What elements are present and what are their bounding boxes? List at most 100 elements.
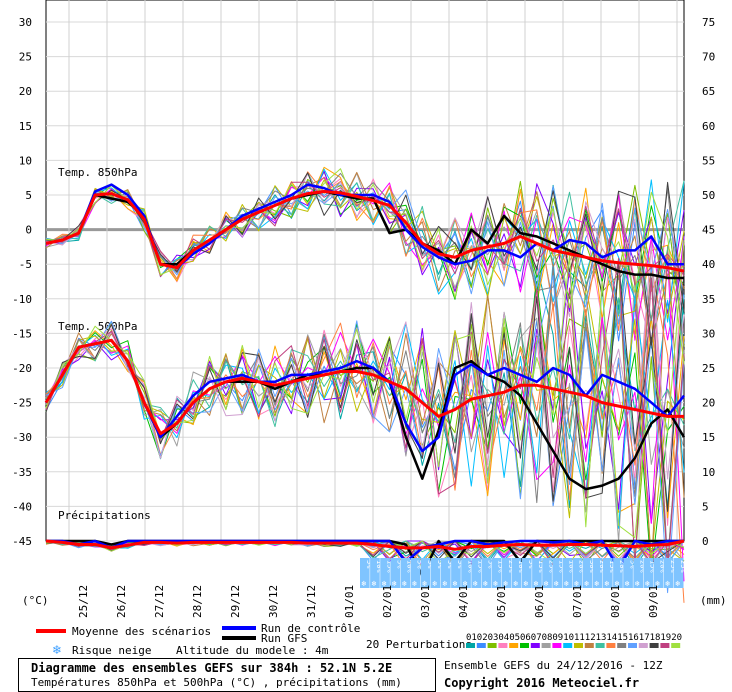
perturbation-swatch [498, 643, 508, 648]
snowflake-icon: ❄ [402, 580, 408, 588]
perturbation-number: 11 [574, 633, 585, 643]
snowflake-icon: ❄ [371, 580, 377, 588]
perturbation-swatch [487, 643, 497, 648]
legend: Moyenne des scénarios Run de contrôle Ru… [36, 622, 682, 657]
snowflake-icon: ❄ [523, 580, 529, 588]
footer-title: Diagramme des ensembles GEFS sur 384h : … [31, 661, 393, 675]
snow-risk-cell [613, 558, 623, 588]
left-tick-label: 5 [25, 189, 32, 202]
snow-risk-percent: 20% [578, 560, 586, 573]
snow-risk-cell [380, 558, 390, 588]
perturbation-number: 02 [477, 633, 488, 643]
snow-risk-percent: 20% [659, 560, 667, 573]
left-tick-label: -15 [12, 327, 32, 340]
legend-control-label: Run de contrôle [261, 622, 360, 635]
perturbation-number: 13 [596, 633, 607, 643]
snowflake-icon: ❄ [361, 580, 367, 588]
snow-risk-cell [491, 558, 502, 588]
right-unit: (mm) [700, 594, 727, 607]
snow-risk-percent: 5% [456, 560, 464, 569]
snow-risk-percent: 25% [679, 560, 687, 573]
t500-mean-line [44, 338, 684, 436]
right-tick-label: 30 [702, 327, 715, 340]
perturbation-swatch [671, 643, 681, 648]
snowflake-icon: ❄ [513, 580, 519, 588]
snow-risk-cell [643, 558, 654, 588]
snow-risk-percent: 15% [476, 560, 484, 573]
perturbation-swatch [649, 643, 659, 648]
perturbation-lines [45, 166, 685, 603]
perturbation-number: 09 [552, 633, 563, 643]
legend-perturbations-label: 20 Perturbations [366, 638, 472, 651]
legend-mean-label: Moyenne des scénarios [72, 625, 211, 638]
snowflake-icon: ❄ [543, 580, 549, 588]
date-tick-label: 04/01 [457, 585, 470, 618]
date-tick-label: 08/01 [609, 585, 622, 618]
perturbation-swatch [617, 643, 627, 648]
snow-risk-percent: 15% [497, 560, 505, 573]
date-tick-label: 30/12 [267, 585, 280, 618]
snowflake-icon: ❄ [472, 580, 478, 588]
date-tick-label: 01/01 [343, 585, 356, 618]
right-tick-label: 35 [702, 293, 715, 306]
snow-risk-cell [572, 558, 583, 588]
perturbation-number: 14 [606, 633, 617, 643]
perturbation-number: 08 [542, 633, 553, 643]
left-tick-label: -20 [12, 362, 32, 375]
perturbation-number: 04 [498, 633, 509, 643]
perturbation-swatch [574, 643, 583, 648]
snow-risk-cell [420, 558, 431, 588]
snow-risk-cell [410, 558, 421, 588]
snow-risk-cell [481, 558, 492, 588]
snow-risk-percent: 25% [669, 560, 677, 573]
perturbation-swatch [628, 643, 637, 648]
t850-mean-line [45, 190, 685, 273]
footer-run: Ensemble GEFS du 24/12/2016 - 12Z [444, 659, 663, 672]
date-tick-label: 26/12 [115, 585, 128, 618]
snow-risk-cell [400, 558, 411, 588]
left-tick-label: -45 [12, 535, 32, 548]
snow-risk-cell [471, 558, 481, 588]
left-tick-label: 10 [19, 154, 32, 167]
snowflake-icon: ❄ [493, 580, 499, 588]
snowflake-icon: ❄ [462, 580, 468, 588]
perturbation-swatch [520, 643, 529, 648]
snowflake-icon: ❄ [584, 580, 590, 588]
snowflake-icon: ❄ [675, 580, 681, 588]
snowflake-icon: ❄ [645, 580, 651, 588]
snowflake-icon: ❄ [422, 580, 428, 588]
snow-risk-cell [532, 558, 542, 588]
snow-risk-percent: 5% [487, 560, 495, 569]
snow-risk-cell [633, 558, 643, 588]
snowflake-icon: ❄ [665, 580, 671, 588]
perturbation-legend: 01 02 03 04 05 06 07 08 09 10 11 12 13 14 15 16 17 18 19 20 [466, 633, 682, 648]
snow-risk-percent: 20% [618, 560, 626, 573]
snowflake-icon: ❄ [52, 643, 62, 657]
perturbation-swatch [563, 643, 573, 648]
perturbation-number: 16 [628, 633, 639, 643]
footer-box: Diagramme des ensembles GEFS sur 384h : … [18, 658, 436, 692]
perturbation-number: 03 [488, 633, 499, 643]
perturbation-swatch [541, 643, 551, 648]
snow-risk-percent: 5% [426, 560, 434, 569]
snowflake-icon: ❄ [553, 580, 559, 588]
right-tick-label: 55 [702, 154, 715, 167]
snow-risk-cell [441, 558, 451, 588]
right-tick-label: 5 [702, 500, 709, 513]
snow-risk-cell [653, 558, 664, 588]
perturbation-number: 06 [520, 633, 531, 643]
perturbation-swatch [476, 643, 486, 648]
precip-mean-line [45, 539, 685, 551]
left-tick-label: -10 [12, 293, 32, 306]
perturbation-swatch [466, 643, 475, 648]
main-series [44, 183, 686, 577]
right-tick-label: 50 [702, 189, 715, 202]
snow-risk-percent: 30% [588, 560, 596, 573]
snowflake-icon: ❄ [655, 580, 661, 588]
legend-altitude-label: Altitude du modele : 4m [176, 644, 329, 657]
date-tick-label: 29/12 [229, 585, 242, 618]
snowflake-icon: ❄ [564, 580, 570, 588]
snowflake-icon: ❄ [614, 580, 620, 588]
perturbation-swatch [530, 643, 540, 648]
